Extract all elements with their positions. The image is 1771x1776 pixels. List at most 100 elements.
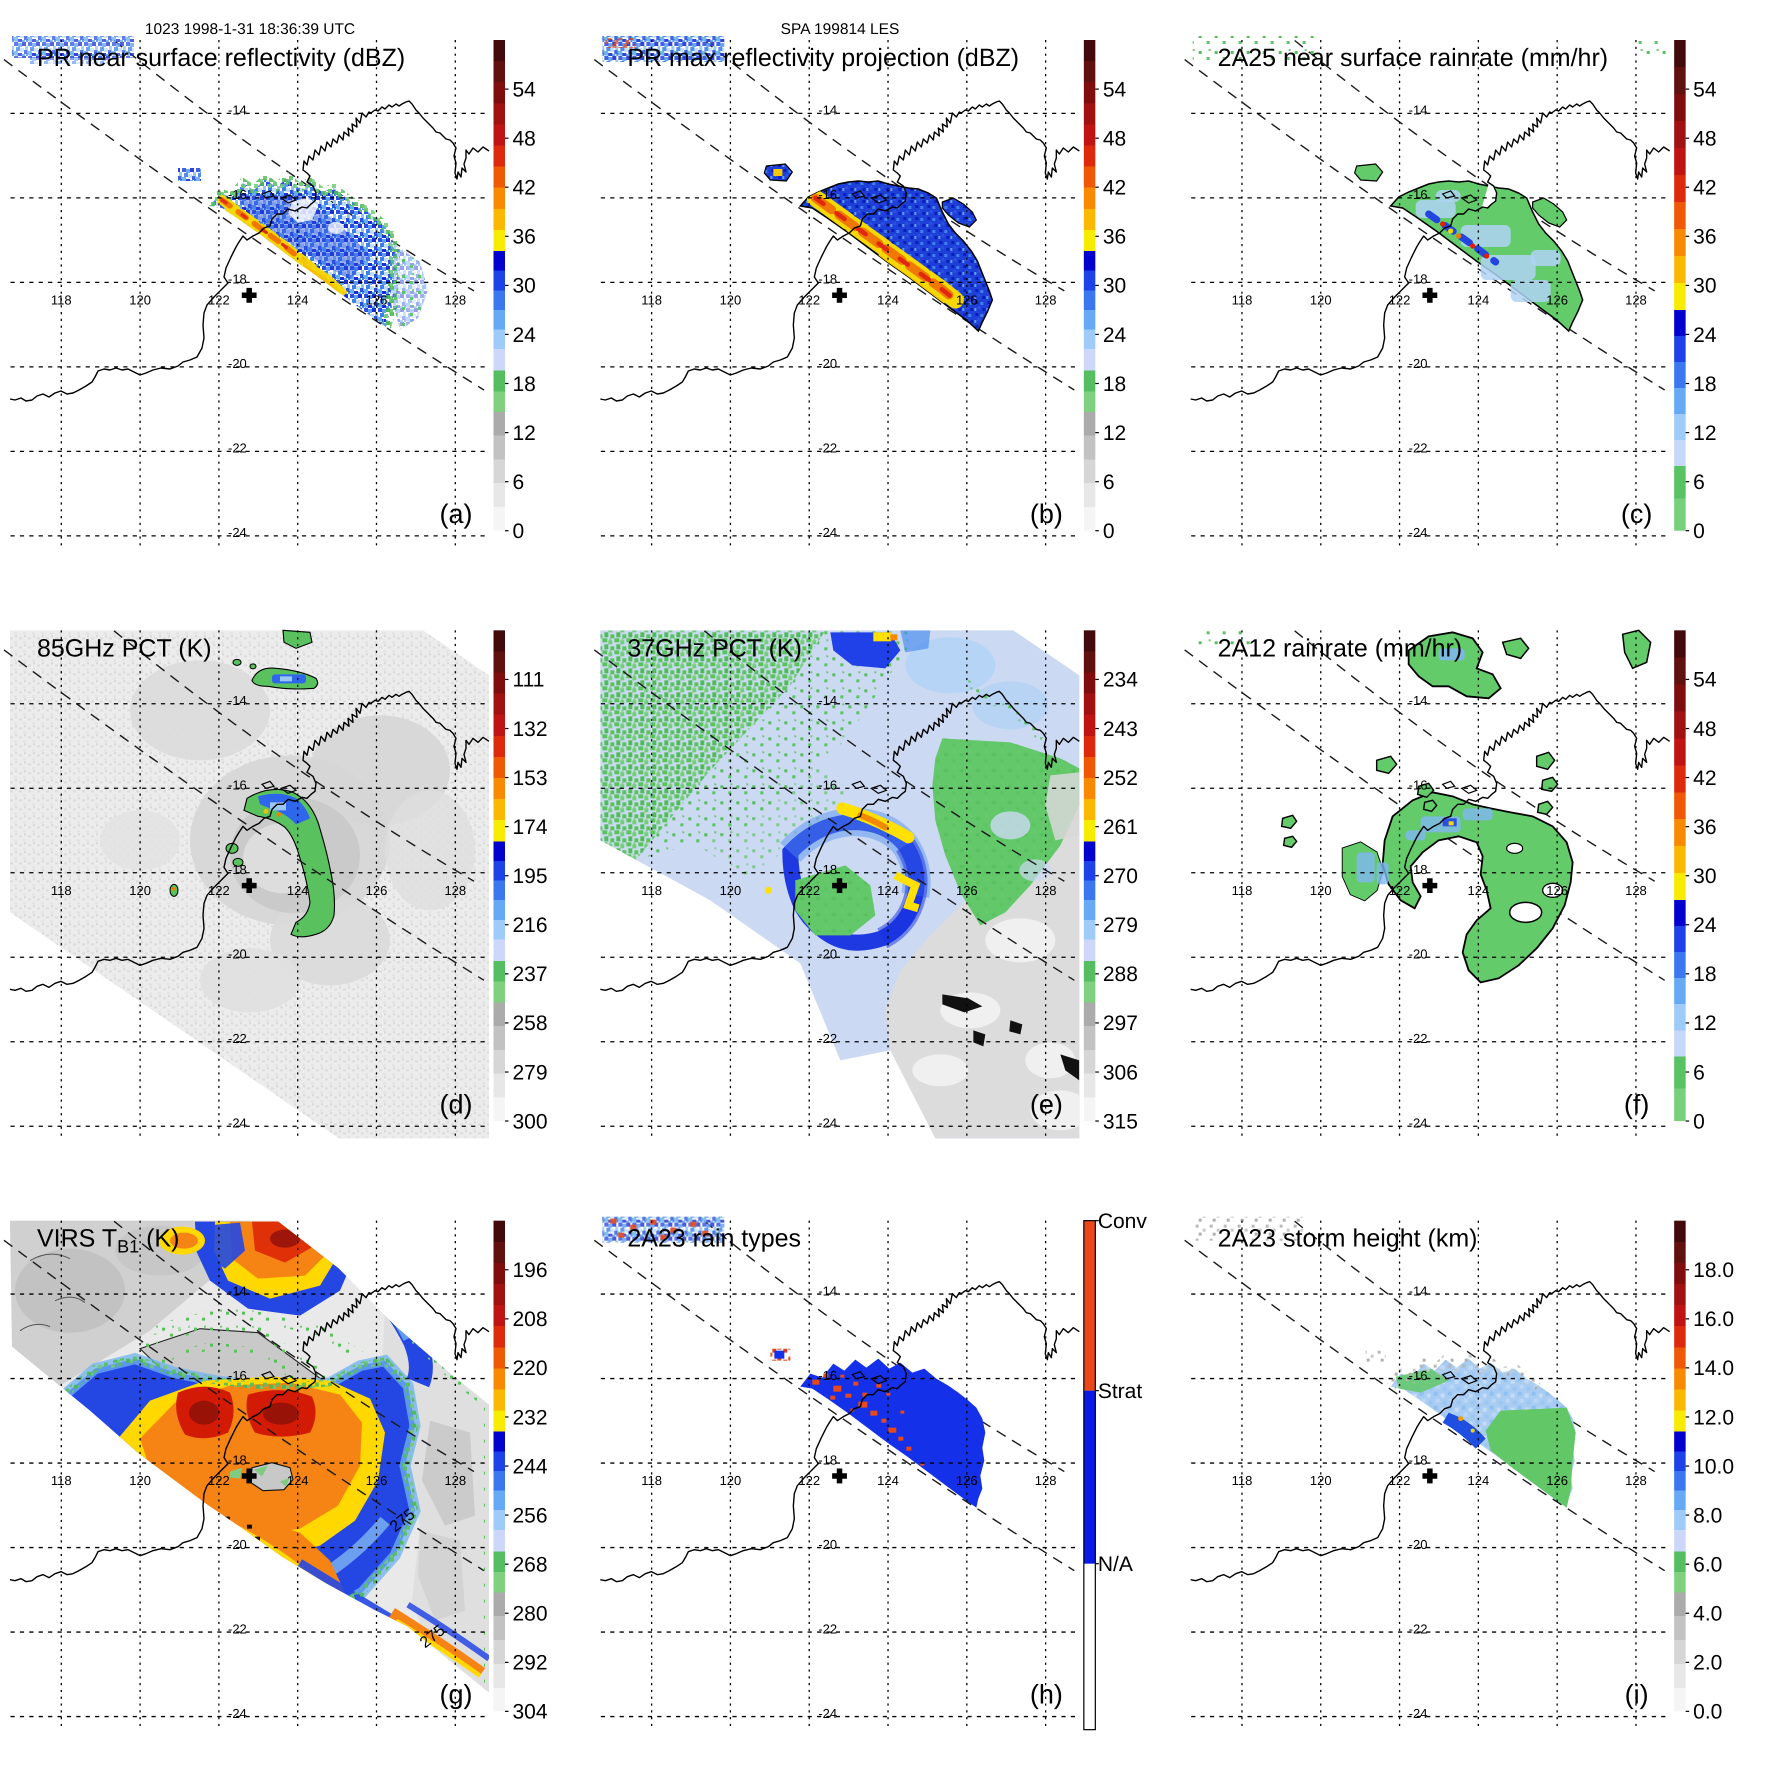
svg-text:85GHz PCT (K): 85GHz PCT (K) bbox=[37, 634, 212, 662]
svg-text:237: 237 bbox=[513, 963, 548, 986]
svg-text:(d): (d) bbox=[440, 1089, 473, 1119]
svg-text:(c): (c) bbox=[1621, 499, 1652, 529]
svg-text:288: 288 bbox=[1103, 963, 1138, 986]
svg-text:2A12 rainrate (mm/hr): 2A12 rainrate (mm/hr) bbox=[1218, 634, 1463, 662]
svg-text:24: 24 bbox=[1693, 914, 1717, 937]
svg-text:195: 195 bbox=[513, 865, 548, 888]
svg-text:48: 48 bbox=[1693, 718, 1716, 741]
svg-text:2A25 near surface rainrate (mm: 2A25 near surface rainrate (mm/hr) bbox=[1218, 44, 1608, 72]
svg-text:306: 306 bbox=[1103, 1061, 1138, 1084]
svg-text:54: 54 bbox=[1693, 78, 1717, 101]
svg-text:37GHz PCT (K): 37GHz PCT (K) bbox=[627, 634, 802, 662]
svg-text:196: 196 bbox=[513, 1259, 548, 1282]
svg-text:36: 36 bbox=[1693, 226, 1716, 249]
svg-text:12: 12 bbox=[1693, 422, 1716, 445]
svg-text:VIRS TB1 (K): VIRS TB1 (K) bbox=[37, 1225, 179, 1257]
svg-text:220: 220 bbox=[513, 1357, 548, 1380]
svg-text:(e): (e) bbox=[1030, 1089, 1063, 1119]
svg-text:0: 0 bbox=[513, 520, 525, 543]
svg-text:16.0: 16.0 bbox=[1693, 1308, 1734, 1331]
svg-text:174: 174 bbox=[513, 816, 548, 839]
svg-text:30: 30 bbox=[513, 275, 536, 298]
svg-text:153: 153 bbox=[513, 767, 548, 790]
svg-text:261: 261 bbox=[1103, 816, 1138, 839]
svg-text:18: 18 bbox=[1693, 963, 1716, 986]
svg-text:18: 18 bbox=[1693, 373, 1716, 396]
svg-text:0: 0 bbox=[1103, 520, 1115, 543]
svg-text:0: 0 bbox=[1693, 520, 1705, 543]
svg-text:2A23 rain types: 2A23 rain types bbox=[627, 1225, 801, 1253]
svg-text:111: 111 bbox=[513, 669, 545, 692]
svg-text:232: 232 bbox=[513, 1406, 548, 1429]
svg-text:42: 42 bbox=[1693, 177, 1716, 200]
svg-text:36: 36 bbox=[513, 226, 536, 249]
svg-text:304: 304 bbox=[513, 1701, 548, 1724]
svg-text:14.0: 14.0 bbox=[1693, 1357, 1734, 1380]
svg-text:12.0: 12.0 bbox=[1693, 1406, 1734, 1429]
svg-text:(f): (f) bbox=[1624, 1089, 1649, 1119]
svg-text:258: 258 bbox=[513, 1012, 548, 1035]
svg-text:48: 48 bbox=[513, 128, 536, 151]
svg-text:268: 268 bbox=[513, 1553, 548, 1576]
svg-text:54: 54 bbox=[1693, 669, 1717, 692]
svg-text:18.0: 18.0 bbox=[1693, 1259, 1734, 1282]
svg-text:(i): (i) bbox=[1625, 1680, 1649, 1710]
svg-text:36: 36 bbox=[1693, 816, 1716, 839]
svg-text:315: 315 bbox=[1103, 1110, 1138, 1133]
svg-text:12: 12 bbox=[1103, 422, 1126, 445]
svg-text:30: 30 bbox=[1103, 275, 1126, 298]
svg-text:SPA 199814 LES: SPA 199814 LES bbox=[781, 21, 900, 38]
svg-text:Strat: Strat bbox=[1098, 1380, 1143, 1403]
svg-text:243: 243 bbox=[1103, 718, 1138, 741]
svg-text:54: 54 bbox=[1103, 78, 1127, 101]
svg-text:(b): (b) bbox=[1030, 499, 1063, 529]
svg-text:8.0: 8.0 bbox=[1693, 1504, 1722, 1527]
svg-text:36: 36 bbox=[1103, 226, 1126, 249]
svg-text:4.0: 4.0 bbox=[1693, 1603, 1722, 1626]
svg-text:24: 24 bbox=[513, 324, 537, 347]
svg-text:42: 42 bbox=[1693, 767, 1716, 790]
svg-text:PR max reflectivity projection: PR max reflectivity projection (dBZ) bbox=[627, 44, 1019, 72]
svg-text:N/A: N/A bbox=[1098, 1553, 1133, 1576]
svg-text:256: 256 bbox=[513, 1504, 548, 1527]
svg-text:30: 30 bbox=[1693, 865, 1716, 888]
svg-text:1023 1998-1-31 18:36:39 UTC: 1023 1998-1-31 18:36:39 UTC bbox=[145, 21, 355, 38]
svg-text:6: 6 bbox=[1693, 1061, 1705, 1084]
svg-text:18: 18 bbox=[1103, 373, 1126, 396]
svg-text:234: 234 bbox=[1103, 669, 1138, 692]
svg-text:2.0: 2.0 bbox=[1693, 1652, 1722, 1675]
svg-text:2A23 storm height (km): 2A23 storm height (km) bbox=[1218, 1225, 1478, 1253]
svg-text:48: 48 bbox=[1693, 128, 1716, 151]
svg-text:PR near surface reflectivity (: PR near surface reflectivity (dBZ) bbox=[37, 44, 405, 72]
svg-text:216: 216 bbox=[513, 914, 548, 937]
svg-text:244: 244 bbox=[513, 1455, 548, 1478]
svg-text:297: 297 bbox=[1103, 1012, 1138, 1035]
svg-text:18: 18 bbox=[513, 373, 536, 396]
svg-text:(a): (a) bbox=[440, 499, 473, 529]
svg-text:30: 30 bbox=[1693, 275, 1716, 298]
svg-text:280: 280 bbox=[513, 1603, 548, 1626]
svg-text:270: 270 bbox=[1103, 865, 1138, 888]
svg-text:0: 0 bbox=[1693, 1110, 1705, 1133]
svg-text:Conv: Conv bbox=[1098, 1210, 1148, 1233]
svg-text:48: 48 bbox=[1103, 128, 1126, 151]
svg-text:292: 292 bbox=[513, 1652, 548, 1675]
svg-text:0.0: 0.0 bbox=[1693, 1701, 1722, 1724]
svg-text:54: 54 bbox=[513, 78, 537, 101]
svg-text:24: 24 bbox=[1693, 324, 1717, 347]
svg-text:252: 252 bbox=[1103, 767, 1138, 790]
svg-text:42: 42 bbox=[513, 177, 536, 200]
svg-text:6: 6 bbox=[1103, 471, 1115, 494]
svg-text:208: 208 bbox=[513, 1308, 548, 1331]
svg-text:279: 279 bbox=[1103, 914, 1138, 937]
svg-text:42: 42 bbox=[1103, 177, 1126, 200]
svg-text:10.0: 10.0 bbox=[1693, 1455, 1734, 1478]
svg-text:279: 279 bbox=[513, 1061, 548, 1084]
svg-text:132: 132 bbox=[513, 718, 548, 741]
svg-text:12: 12 bbox=[513, 422, 536, 445]
svg-text:(h): (h) bbox=[1030, 1680, 1063, 1710]
svg-text:6: 6 bbox=[1693, 471, 1705, 494]
svg-text:(g): (g) bbox=[440, 1680, 473, 1710]
svg-text:6.0: 6.0 bbox=[1693, 1553, 1722, 1576]
svg-text:6: 6 bbox=[513, 471, 525, 494]
